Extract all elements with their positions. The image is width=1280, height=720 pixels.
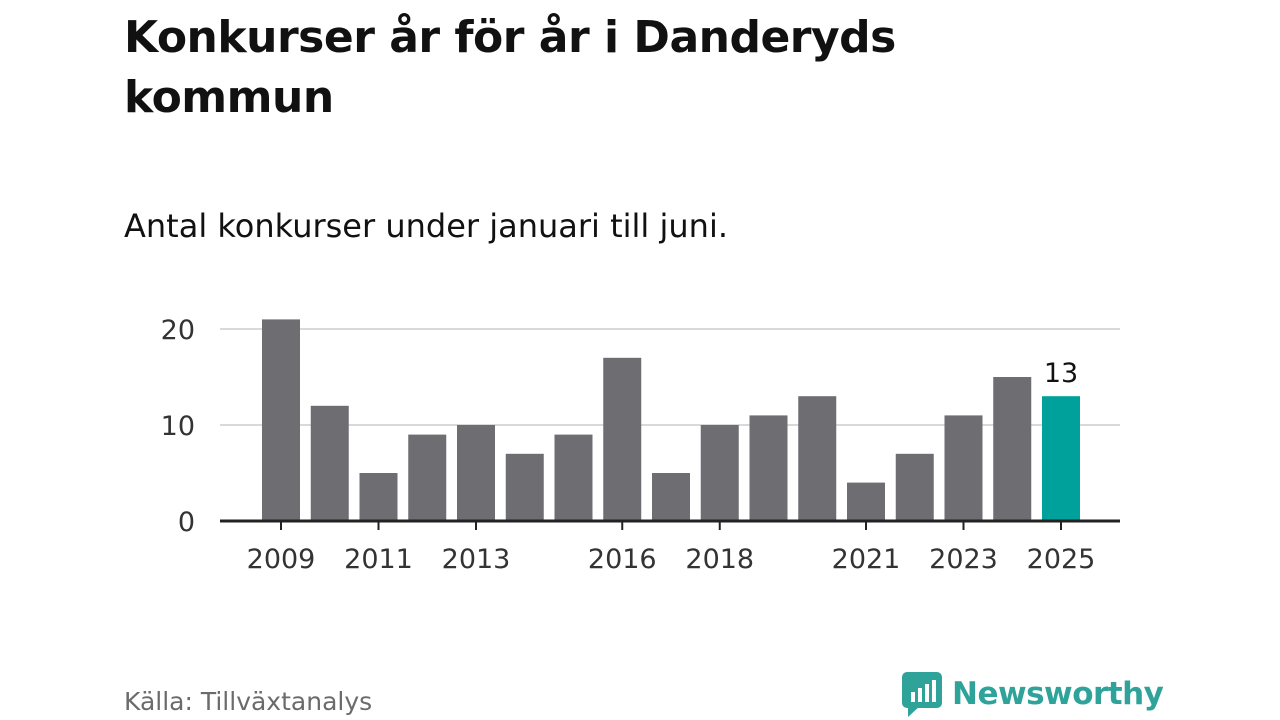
bar-2011 <box>359 473 398 521</box>
chart-subtitle: Antal konkurser under januari till juni. <box>124 207 728 245</box>
bar-2010 <box>310 405 349 521</box>
y-tick-label-0: 0 <box>178 507 195 538</box>
bar-2021 <box>847 482 885 521</box>
bar-2009 <box>262 319 300 521</box>
bar-2015 <box>554 434 593 521</box>
bar-2023 <box>944 415 983 521</box>
x-tick-label-2013: 2013 <box>442 544 511 575</box>
x-tick-label-2016: 2016 <box>588 544 657 575</box>
x-tick-label-2011: 2011 <box>344 544 413 575</box>
x-tick-label-2023: 2023 <box>929 544 998 575</box>
bar-2012 <box>408 434 447 521</box>
x-tick-label-2018: 2018 <box>685 544 754 575</box>
x-tick-label-2021: 2021 <box>832 544 901 575</box>
newsworthy-logo-icon <box>902 672 942 717</box>
bar-2019 <box>749 415 788 521</box>
x-tick-label-2025: 2025 <box>1027 544 1096 575</box>
brand-logo: Newsworthy <box>902 670 1164 718</box>
bar-2022 <box>895 453 934 521</box>
source-note: Källa: Tillväxtanalys <box>124 687 373 716</box>
bar-2014 <box>505 453 544 521</box>
bar-2018 <box>700 425 739 521</box>
bar-2020 <box>798 396 837 521</box>
x-tick-label-2009: 2009 <box>247 544 316 575</box>
bar-2013 <box>457 425 495 521</box>
data-label-2025: 13 <box>1044 358 1078 389</box>
brand-name: Newsworthy <box>952 676 1164 712</box>
chart-title: Konkurser år för år i Danderyds kommun <box>124 12 896 123</box>
bar-2016 <box>603 357 642 521</box>
bar-2024 <box>993 377 1032 521</box>
bar-chart: 0 10 20 2009 2011 2013 2016 2018 2021 2023 2025 13 <box>161 315 1120 575</box>
y-tick-label-20: 20 <box>161 315 195 346</box>
bar-2025 <box>1042 396 1080 521</box>
y-tick-label-10: 10 <box>161 411 195 442</box>
bar-2017 <box>652 473 690 521</box>
